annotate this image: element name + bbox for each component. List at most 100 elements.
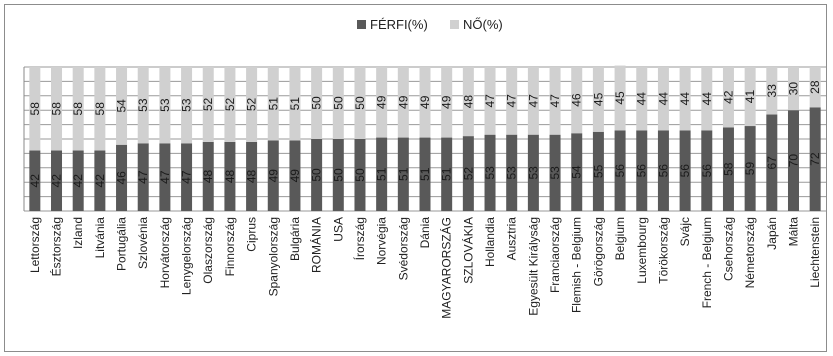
bar-0-34 [766, 114, 778, 211]
bar-1-22 [506, 67, 518, 135]
data-label-0-5: 47 [136, 170, 150, 184]
data-label-1-31: 44 [700, 92, 714, 106]
data-label-0-11: 49 [266, 169, 280, 183]
data-label-1-13: 50 [310, 96, 324, 110]
bar-0-16 [376, 137, 388, 211]
bar-1-3 [94, 67, 106, 151]
data-label-1-25: 46 [570, 93, 584, 107]
x-tick-label-24: Franciaország [548, 217, 562, 293]
data-label-0-32: 58 [721, 162, 735, 176]
bar-0-33 [744, 126, 756, 211]
bar-0-11 [267, 140, 279, 211]
bar-1-7 [181, 67, 193, 144]
bar-1-0 [29, 67, 41, 151]
x-tick-label-35: Málta [786, 217, 800, 247]
data-label-1-32: 42 [721, 90, 735, 104]
data-label-1-35: 30 [786, 82, 800, 96]
bar-0-30 [679, 130, 691, 211]
x-tick-label-14: USA [331, 217, 345, 242]
x-tick-label-31: French - Belgium [700, 217, 714, 308]
data-label-0-19: 51 [440, 167, 454, 181]
bar-0-6 [159, 143, 171, 211]
bar-1-10 [246, 67, 258, 142]
data-label-1-28: 44 [635, 92, 649, 106]
data-label-1-10: 52 [245, 97, 259, 111]
bar-1-2 [72, 67, 84, 151]
data-label-0-18: 51 [418, 167, 432, 181]
x-tick-label-15: Írország [352, 217, 367, 260]
bar-1-29 [657, 67, 669, 131]
data-label-0-17: 51 [396, 167, 410, 181]
data-label-0-27: 56 [613, 164, 627, 178]
data-label-1-7: 53 [180, 98, 194, 112]
bar-1-4 [116, 67, 128, 145]
bar-0-9 [224, 141, 236, 211]
bar-1-34 [766, 67, 778, 115]
x-tick-label-6: Horvátország [158, 217, 172, 288]
x-tick-label-0: Lettország [28, 217, 42, 273]
data-label-0-9: 48 [223, 169, 237, 183]
data-label-0-28: 56 [635, 164, 649, 178]
bar-0-7 [181, 143, 193, 211]
x-tick-label-13: ROMÁNIA [309, 217, 324, 273]
x-tick-label-22: Ausztria [505, 217, 519, 261]
legend-swatch-0 [357, 20, 366, 29]
x-tick-label-27: Belgium [613, 217, 627, 260]
x-tick-label-7: Lenygelország [180, 217, 194, 295]
x-tick-label-5: Szlovénia [136, 217, 150, 269]
bar-1-30 [679, 67, 691, 131]
data-label-0-30: 56 [678, 164, 692, 178]
x-tick-label-4: Portugália [115, 217, 129, 271]
bar-1-5 [137, 67, 149, 144]
bar-0-28 [636, 130, 648, 211]
data-label-1-21: 47 [483, 94, 497, 108]
data-label-0-25: 54 [570, 165, 584, 179]
bar-0-20 [462, 136, 474, 211]
data-label-1-34: 33 [765, 84, 779, 98]
data-label-1-5: 53 [136, 98, 150, 112]
bar-1-26 [592, 67, 604, 132]
bar-0-22 [506, 134, 518, 211]
data-label-1-19: 49 [440, 95, 454, 109]
bar-1-27 [614, 65, 626, 131]
bar-1-24 [549, 67, 561, 135]
bar-0-19 [441, 137, 453, 211]
data-label-1-18: 49 [418, 95, 432, 109]
bar-0-18 [419, 137, 431, 211]
x-tick-label-36: Liechtenstein [808, 217, 822, 288]
bar-0-15 [354, 139, 366, 211]
x-tick-label-32: Csehország [721, 217, 735, 281]
data-label-0-29: 56 [656, 164, 670, 178]
bar-0-1 [51, 150, 63, 211]
data-label-0-16: 51 [375, 167, 389, 181]
x-tick-label-16: Norvégia [375, 217, 389, 265]
data-label-0-0: 42 [28, 174, 42, 188]
bar-0-0 [29, 150, 41, 211]
data-label-1-22: 47 [505, 94, 519, 108]
bar-1-17 [397, 67, 409, 138]
data-label-0-33: 59 [743, 162, 757, 176]
data-label-1-30: 44 [678, 92, 692, 106]
bar-0-8 [202, 141, 214, 211]
x-tick-label-3: Litvánia [93, 217, 107, 259]
x-tick-label-26: Görögország [591, 217, 605, 286]
data-label-0-7: 47 [180, 170, 194, 184]
x-tick-label-9: Finnország [223, 217, 237, 276]
bar-0-17 [397, 137, 409, 211]
bar-1-16 [376, 67, 388, 138]
bar-0-25 [571, 133, 583, 211]
data-label-1-0: 58 [28, 102, 42, 116]
bar-1-12 [289, 67, 301, 141]
bar-1-33 [744, 67, 756, 127]
x-tick-label-33: Németország [743, 217, 757, 288]
data-label-0-23: 53 [526, 166, 540, 180]
x-tick-label-10: Ciprus [245, 217, 259, 252]
data-label-1-4: 54 [115, 99, 129, 113]
bar-1-25 [571, 67, 583, 134]
bar-1-23 [527, 67, 539, 135]
data-label-1-1: 58 [50, 102, 64, 116]
bar-1-32 [722, 67, 734, 128]
legend-label-1: NŐ(%) [463, 17, 503, 32]
x-tick-label-34: Japán [765, 217, 779, 250]
data-label-1-12: 51 [288, 97, 302, 111]
